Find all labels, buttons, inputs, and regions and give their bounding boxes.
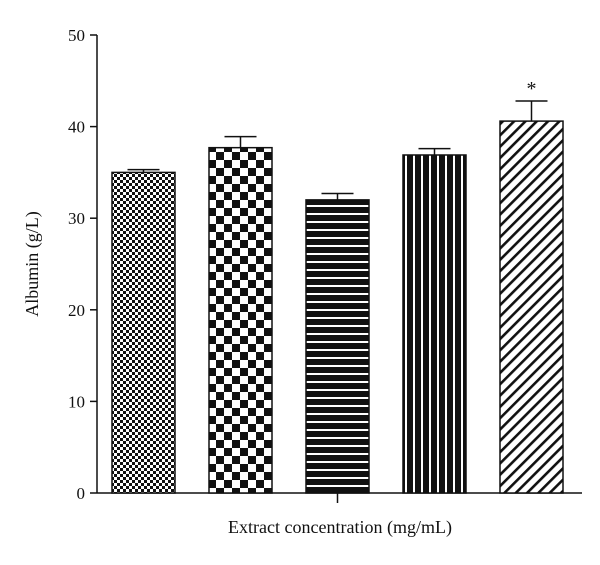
y-axis-title: Albumin (g/L) bbox=[22, 211, 43, 317]
significance-marker: * bbox=[527, 78, 537, 100]
y-tick-label: 10 bbox=[68, 392, 85, 411]
y-tick-label: 0 bbox=[77, 484, 86, 503]
y-tick-label: 30 bbox=[68, 209, 85, 228]
y-tick-label: 50 bbox=[68, 26, 85, 45]
y-tick-label: 40 bbox=[68, 118, 85, 137]
bar-1 bbox=[111, 171, 176, 494]
y-tick-label: 20 bbox=[68, 301, 85, 320]
bar-2 bbox=[208, 146, 273, 494]
y-ticks: 0 10 20 30 40 50 bbox=[68, 26, 97, 503]
bar-5 bbox=[499, 120, 564, 494]
bar-4 bbox=[402, 154, 467, 494]
bar-3 bbox=[305, 199, 370, 494]
x-axis-title: Extract concentration (mg/mL) bbox=[228, 517, 452, 538]
bars: * bbox=[111, 78, 564, 503]
